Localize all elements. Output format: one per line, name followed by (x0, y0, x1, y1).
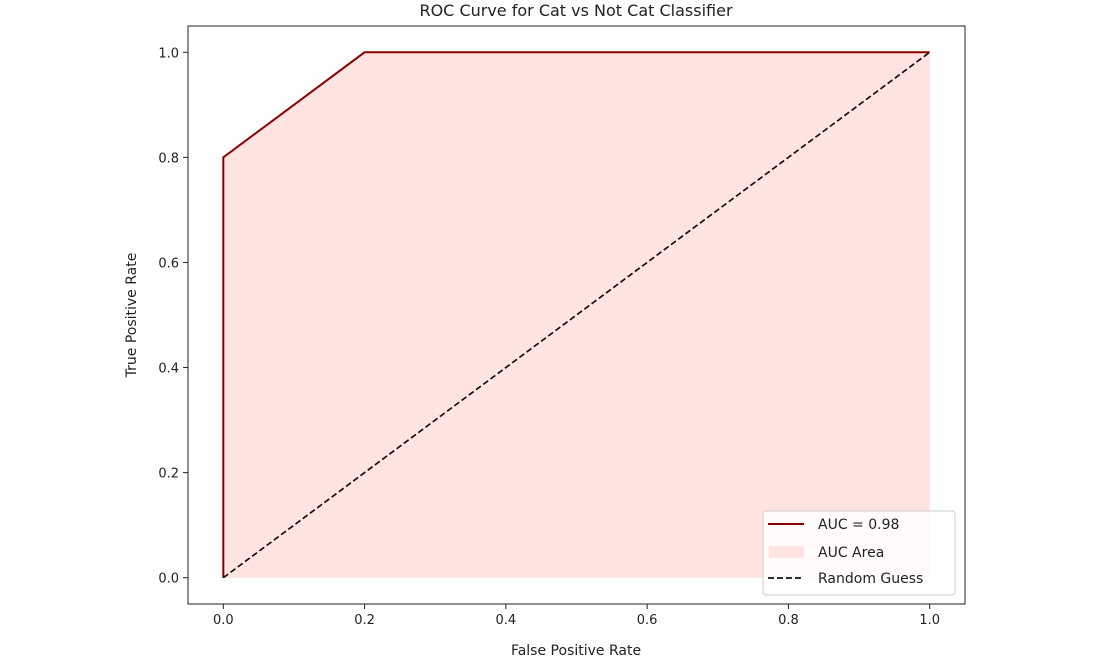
y-tick-label: 0.4 (158, 362, 179, 377)
legend: AUC = 0.98 AUC Area Random Guess (762, 510, 956, 596)
random-guess-line (222, 51, 931, 579)
legend-label-area: AUC Area (818, 545, 884, 561)
plot-area (222, 51, 931, 579)
y-tick-label: 0.6 (158, 256, 179, 271)
x-tick-label: 1.0 (919, 613, 940, 628)
y-axis: 0.0 0.2 0.4 0.6 0.8 1.0 (158, 46, 188, 587)
legend-swatch-auc-area (769, 546, 804, 558)
x-tick-label: 0.4 (496, 613, 517, 628)
y-tick-label: 0.2 (158, 467, 179, 482)
x-tick-label: 0.8 (778, 613, 799, 628)
y-tick-label: 1.0 (158, 46, 179, 61)
x-tick-label: 0.0 (213, 613, 234, 628)
x-axis: 0.0 0.2 0.4 0.6 0.8 1.0 (213, 604, 940, 628)
legend-label-random: Random Guess (818, 571, 923, 587)
roc-curve-line (222, 51, 930, 578)
plot-frame (187, 25, 966, 605)
y-tick-label: 0.8 (158, 151, 179, 166)
x-tick-label: 0.2 (354, 613, 375, 628)
legend-label-auc: AUC = 0.98 (818, 517, 899, 533)
x-axis-label: False Positive Rate (511, 643, 641, 659)
y-tick-label: 0.0 (158, 572, 179, 587)
y-axis-label: True Positive Rate (124, 253, 140, 379)
legend-box (762, 510, 956, 596)
chart-title: ROC Curve for Cat vs Not Cat Classifier (419, 1, 732, 20)
x-tick-label: 0.6 (637, 613, 658, 628)
